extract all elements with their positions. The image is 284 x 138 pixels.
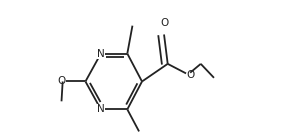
Text: O: O: [187, 70, 195, 80]
Text: N: N: [97, 104, 105, 114]
Text: O: O: [57, 76, 66, 87]
Text: O: O: [160, 18, 168, 28]
Text: N: N: [97, 49, 105, 59]
